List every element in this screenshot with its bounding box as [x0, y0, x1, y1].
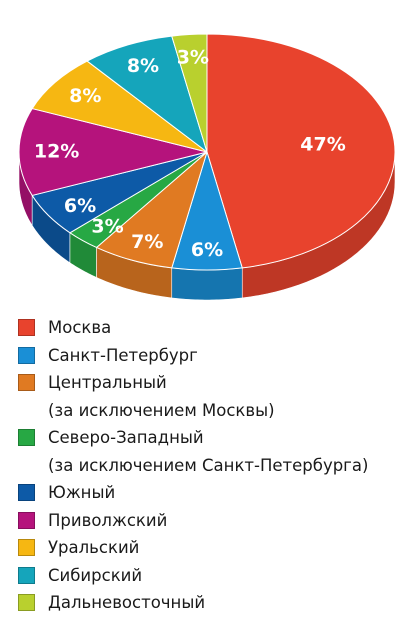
legend-swatch-7 [18, 566, 35, 584]
legend-label: Уральский [48, 538, 140, 557]
pie-slice-label-2: 7% [131, 231, 163, 253]
legend-row: Сибирский [18, 562, 403, 590]
legend-swatch-6 [18, 539, 35, 556]
legend: Москва Санкт-Петербург Центральный (за искл… [18, 314, 403, 617]
legend-swatch-3 [18, 429, 35, 446]
pie-slice-label-8: 3% [177, 47, 209, 69]
pie-slice-8 [171, 33, 208, 153]
legend-row: Приволжский [18, 507, 403, 535]
legend-label: Дальневосточный [48, 593, 206, 612]
pie-slice-label-4: 6% [64, 195, 96, 217]
legend-swatch-0 [18, 319, 35, 336]
legend-row: Дальневосточный [18, 589, 403, 617]
legend-swatch-8 [18, 594, 35, 611]
legend-row: Южный [18, 479, 403, 507]
legend-label: Санкт-Петербург [48, 345, 198, 365]
legend-label: (за исключением Москвы) [48, 400, 275, 420]
legend-swatch-1 [18, 346, 35, 364]
pie-slice-side-1 [171, 267, 243, 301]
legend-swatch-2 [18, 374, 35, 391]
pie-slice-label-1: 6% [191, 239, 223, 261]
legend-label: Центральный [48, 373, 167, 392]
legend-swatch-5 [18, 511, 35, 529]
pie-slice-6 [31, 60, 208, 153]
legend-row: Москва [18, 314, 403, 342]
pie-slice-label-3: 3% [91, 215, 123, 237]
pie-slice-0 [206, 33, 396, 269]
legend-label: Северо-Западный [48, 428, 204, 447]
pie-chart: 47%6%7%3%6%12%8%8% 3% [18, 33, 396, 301]
legend-row: (за исключением Санкт-Петербурга) [18, 452, 403, 480]
pie-slice-label-0: 47% [300, 134, 345, 156]
legend-row: Центральный [18, 369, 403, 397]
legend-label: (за исключением Санкт-Петербурга) [48, 455, 369, 475]
pie-slice-label-5: 12% [34, 141, 79, 163]
legend-swatch-4 [18, 484, 35, 501]
legend-row: Уральский [18, 534, 403, 562]
legend-label: Москва [48, 318, 112, 337]
legend-label: Приволжский [48, 510, 168, 530]
legend-row: Санкт-Петербург [18, 342, 403, 370]
legend-row: Северо-Западный [18, 424, 403, 452]
legend-label: Сибирский [48, 565, 143, 585]
pie-slice-label-6: 8% [69, 85, 101, 107]
legend-row: (за исключением Москвы) [18, 397, 403, 425]
pie-slice-5 [18, 108, 208, 196]
legend-label: Южный [48, 483, 116, 502]
pie-slice-7 [86, 35, 208, 153]
pie-slice-label-7: 8% [127, 55, 159, 77]
